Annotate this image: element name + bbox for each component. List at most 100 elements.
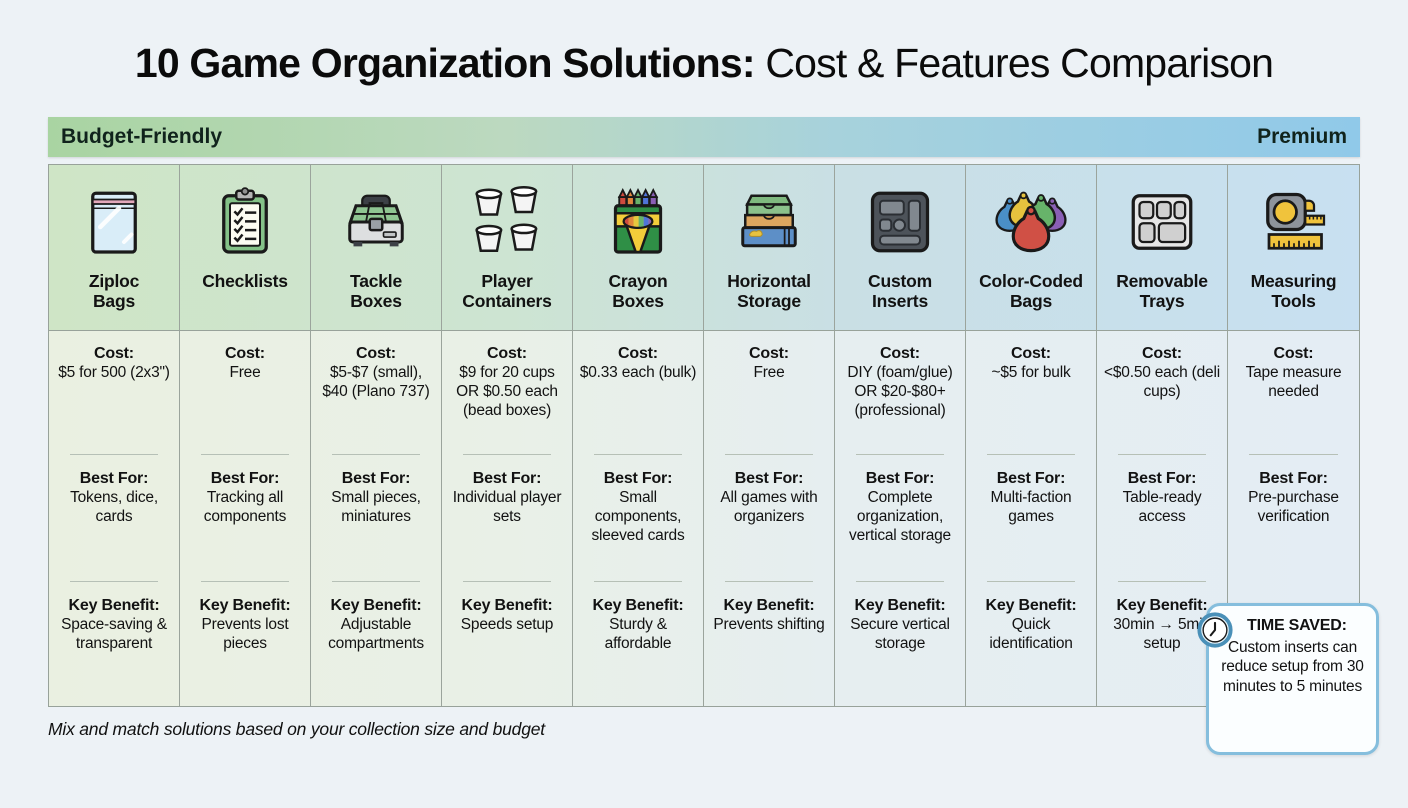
cost-value: Free xyxy=(229,364,261,381)
key-benefit-label: Key Benefit: xyxy=(199,597,291,614)
best-for-label: Best For: xyxy=(996,470,1066,487)
key-benefit-label: Key Benefit: xyxy=(854,597,946,614)
table-header-row: Ziploc Bags Checkli xyxy=(49,165,1359,330)
cost-label: Cost: xyxy=(618,345,658,362)
column-name: Removable Trays xyxy=(1116,271,1208,311)
best-for-value: Tokens, dice, cards xyxy=(70,489,158,525)
column-header-custom-inserts: Custom Inserts xyxy=(835,165,966,330)
section-divider xyxy=(200,581,290,582)
cost-label: Cost: xyxy=(880,345,920,362)
best-for-value: All games with organizers xyxy=(720,489,818,525)
cost-label: Cost: xyxy=(1273,345,1314,362)
section-divider xyxy=(331,454,421,455)
section-divider xyxy=(1248,454,1339,455)
time-saved-callout: TIME SAVED: Custom inserts can reduce se… xyxy=(1197,603,1379,755)
section-divider xyxy=(200,454,290,455)
cost-label: Cost: xyxy=(356,345,396,362)
foam-insert-icon xyxy=(859,178,941,266)
section-divider xyxy=(1117,581,1207,582)
column-details-checklists: Cost: Free Best For: Tracking all componen… xyxy=(180,331,311,706)
best-for-value: Small pieces, miniatures xyxy=(331,489,421,525)
column-header-checklists: Checklists xyxy=(180,165,311,330)
section-divider xyxy=(462,454,552,455)
cost-value: DIY (foam/glue) OR $20-$80+ (professiona… xyxy=(847,364,953,419)
key-benefit-value: Quick identification xyxy=(989,616,1073,652)
best-for-label: Best For: xyxy=(603,470,673,487)
best-for-value: Complete organization, vertical storage xyxy=(849,489,951,544)
comparison-table: Ziploc Bags Checkli xyxy=(48,164,1360,707)
stacked-boxes-icon xyxy=(726,178,812,266)
section-divider xyxy=(986,581,1076,582)
column-details-custom-inserts: Cost: DIY (foam/glue) OR $20-$80+ (profes… xyxy=(835,331,966,706)
best-for-label: Best For: xyxy=(341,470,411,487)
section-divider xyxy=(724,581,814,582)
column-header-crayon-boxes: Crayon Boxes xyxy=(573,165,704,330)
section-divider xyxy=(593,454,683,455)
key-benefit-label: Key Benefit: xyxy=(461,597,553,614)
column-name: Player Containers xyxy=(462,271,552,311)
title-regular-part: Cost & Features Comparison xyxy=(754,40,1274,86)
title-bold-part: 10 Game Organization Solutions: xyxy=(134,40,756,86)
column-details-tackle-boxes: Cost: $5-$7 (small), $40 (Plano 737) Best… xyxy=(311,331,442,706)
column-name: Color-Coded Bags xyxy=(979,271,1083,311)
cost-value: Tape measure needed xyxy=(1245,364,1342,400)
section-divider xyxy=(986,454,1076,455)
column-details-color-coded-bags: Cost: ~$5 for bulk Best For: Multi-faction… xyxy=(966,331,1097,706)
section-divider xyxy=(462,581,552,582)
column-details-horizontal-storage: Cost: Free Best For: All games with organi… xyxy=(704,331,835,706)
best-for-label: Best For: xyxy=(1127,470,1197,487)
key-benefit-value: Speeds setup xyxy=(460,616,554,633)
crayon-box-icon xyxy=(597,178,679,266)
section-divider xyxy=(1117,454,1207,455)
spectrum-label-budget: Budget-Friendly xyxy=(61,125,222,148)
key-benefit-value: Sturdy & affordable xyxy=(604,616,672,652)
page-title: 10 Game Organization Solutions: Cost & F… xyxy=(30,40,1378,87)
cost-label: Cost: xyxy=(225,345,265,362)
cost-value: ~$5 for bulk xyxy=(991,364,1071,381)
best-for-value: Table-ready access xyxy=(1122,489,1202,525)
section-divider xyxy=(331,581,421,582)
key-benefit-value: Prevents shifting xyxy=(713,616,825,633)
section-divider xyxy=(855,454,945,455)
column-details-crayon-boxes: Cost: $0.33 each (bulk) Best For: Small co… xyxy=(573,331,704,706)
column-header-horizontal-storage: Horizontal Storage xyxy=(704,165,835,330)
best-for-value: Multi-faction games xyxy=(990,489,1072,525)
table-body: Cost: $5 for 500 (2x3") Best For: Tokens, … xyxy=(49,330,1359,706)
best-for-value: Pre-purchase verification xyxy=(1248,489,1339,525)
checklist-clipboard-icon xyxy=(204,178,286,266)
best-for-label: Best For: xyxy=(1259,470,1328,487)
best-for-value: Individual player sets xyxy=(452,489,562,525)
key-benefit-value: Space-saving & transparent xyxy=(61,616,167,652)
column-name: Tackle Boxes xyxy=(350,271,402,311)
cost-value: Free xyxy=(753,364,785,381)
section-divider xyxy=(69,454,159,455)
footer-note: Mix and match solutions based on your co… xyxy=(48,719,545,739)
tape-measure-icon xyxy=(1253,178,1335,266)
best-for-label: Best For: xyxy=(734,470,804,487)
section-divider xyxy=(593,581,683,582)
section-divider xyxy=(69,581,159,582)
key-benefit-value: Secure vertical storage xyxy=(850,616,950,652)
best-for-label: Best For: xyxy=(210,470,280,487)
column-details-ziploc-bags: Cost: $5 for 500 (2x3") Best For: Tokens, … xyxy=(49,331,180,706)
compartment-tray-icon xyxy=(1120,178,1204,266)
column-header-color-coded-bags: Color-Coded Bags xyxy=(966,165,1097,330)
cost-value: $9 for 20 cups OR $0.50 each (bead boxes… xyxy=(456,364,558,419)
column-header-tackle-boxes: Tackle Boxes xyxy=(311,165,442,330)
key-benefit-value: Adjustable compartments xyxy=(328,616,424,652)
tackle-box-icon xyxy=(333,178,419,266)
column-name: Horizontal Storage xyxy=(727,271,811,311)
column-header-ziploc-bags: Ziploc Bags xyxy=(49,165,180,330)
cost-value: <$0.50 each (deli cups) xyxy=(1104,364,1220,400)
column-details-removable-trays: Cost: <$0.50 each (deli cups) Best For: Ta… xyxy=(1097,331,1228,706)
cost-label: Cost: xyxy=(1142,345,1182,362)
cost-value: $5-$7 (small), $40 (Plano 737) xyxy=(322,364,430,400)
callout-text: Custom inserts can reduce setup from 30 … xyxy=(1221,639,1364,695)
column-header-player-containers: Player Containers xyxy=(442,165,573,330)
column-details-measuring-tools: Cost: Tape measure needed Best For: Pre-pu… xyxy=(1228,331,1359,706)
clock-icon xyxy=(1196,611,1234,649)
column-details-player-containers: Cost: $9 for 20 cups OR $0.50 each (bead … xyxy=(442,331,573,706)
best-for-label: Best For: xyxy=(472,470,542,487)
callout-title: TIME SAVED: xyxy=(1247,617,1347,634)
price-spectrum-bar: Budget-Friendly Premium xyxy=(48,117,1360,157)
